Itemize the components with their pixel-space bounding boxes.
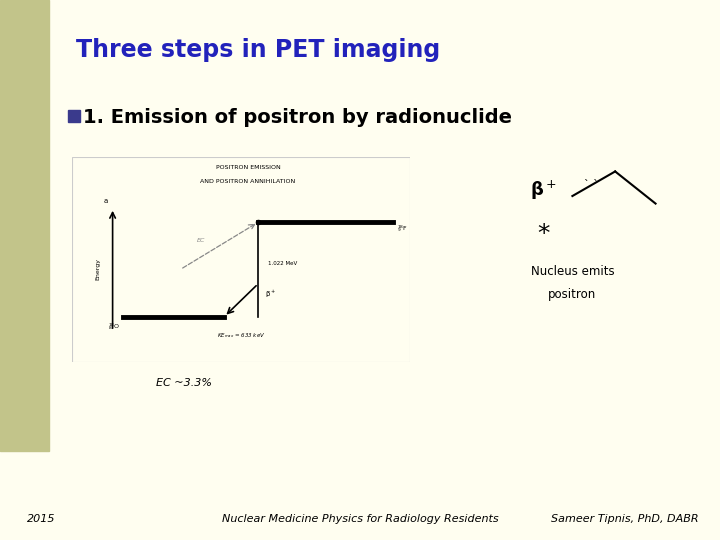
- Text: AND POSITRON ANNIHILATION: AND POSITRON ANNIHILATION: [200, 179, 296, 184]
- Text: 1.022 MeV: 1.022 MeV: [269, 261, 297, 266]
- Text: $KE_{max}$ = 633 keV: $KE_{max}$ = 633 keV: [217, 330, 266, 340]
- Text: Nucleus emits: Nucleus emits: [531, 265, 614, 278]
- Text: β$^+$: β$^+$: [530, 179, 557, 202]
- Text: 1. Emission of positron by radionuclide: 1. Emission of positron by radionuclide: [83, 108, 512, 127]
- Text: Three steps in PET imaging: Three steps in PET imaging: [76, 38, 440, 62]
- Text: Nuclear Medicine Physics for Radiology Residents: Nuclear Medicine Physics for Radiology R…: [222, 514, 498, 524]
- Text: POSITRON EMISSION: POSITRON EMISSION: [215, 165, 280, 170]
- Text: *: *: [538, 222, 550, 246]
- Text: 2015: 2015: [27, 514, 56, 524]
- Text: $^{18}_{9}$F: $^{18}_{9}$F: [397, 223, 408, 234]
- Text: $^{18}_{8}$O: $^{18}_{8}$O: [108, 321, 120, 332]
- Text: ` `: ` `: [585, 180, 599, 190]
- Text: Energy: Energy: [95, 259, 100, 280]
- Text: EC ~3.3%: EC ~3.3%: [156, 378, 212, 388]
- Bar: [72, 157, 410, 362]
- Text: EC: EC: [197, 238, 204, 243]
- Text: positron: positron: [548, 288, 597, 301]
- Text: a: a: [104, 198, 108, 204]
- Text: Sameer Tipnis, PhD, DABR: Sameer Tipnis, PhD, DABR: [551, 514, 698, 524]
- Text: β$^+$: β$^+$: [265, 288, 276, 300]
